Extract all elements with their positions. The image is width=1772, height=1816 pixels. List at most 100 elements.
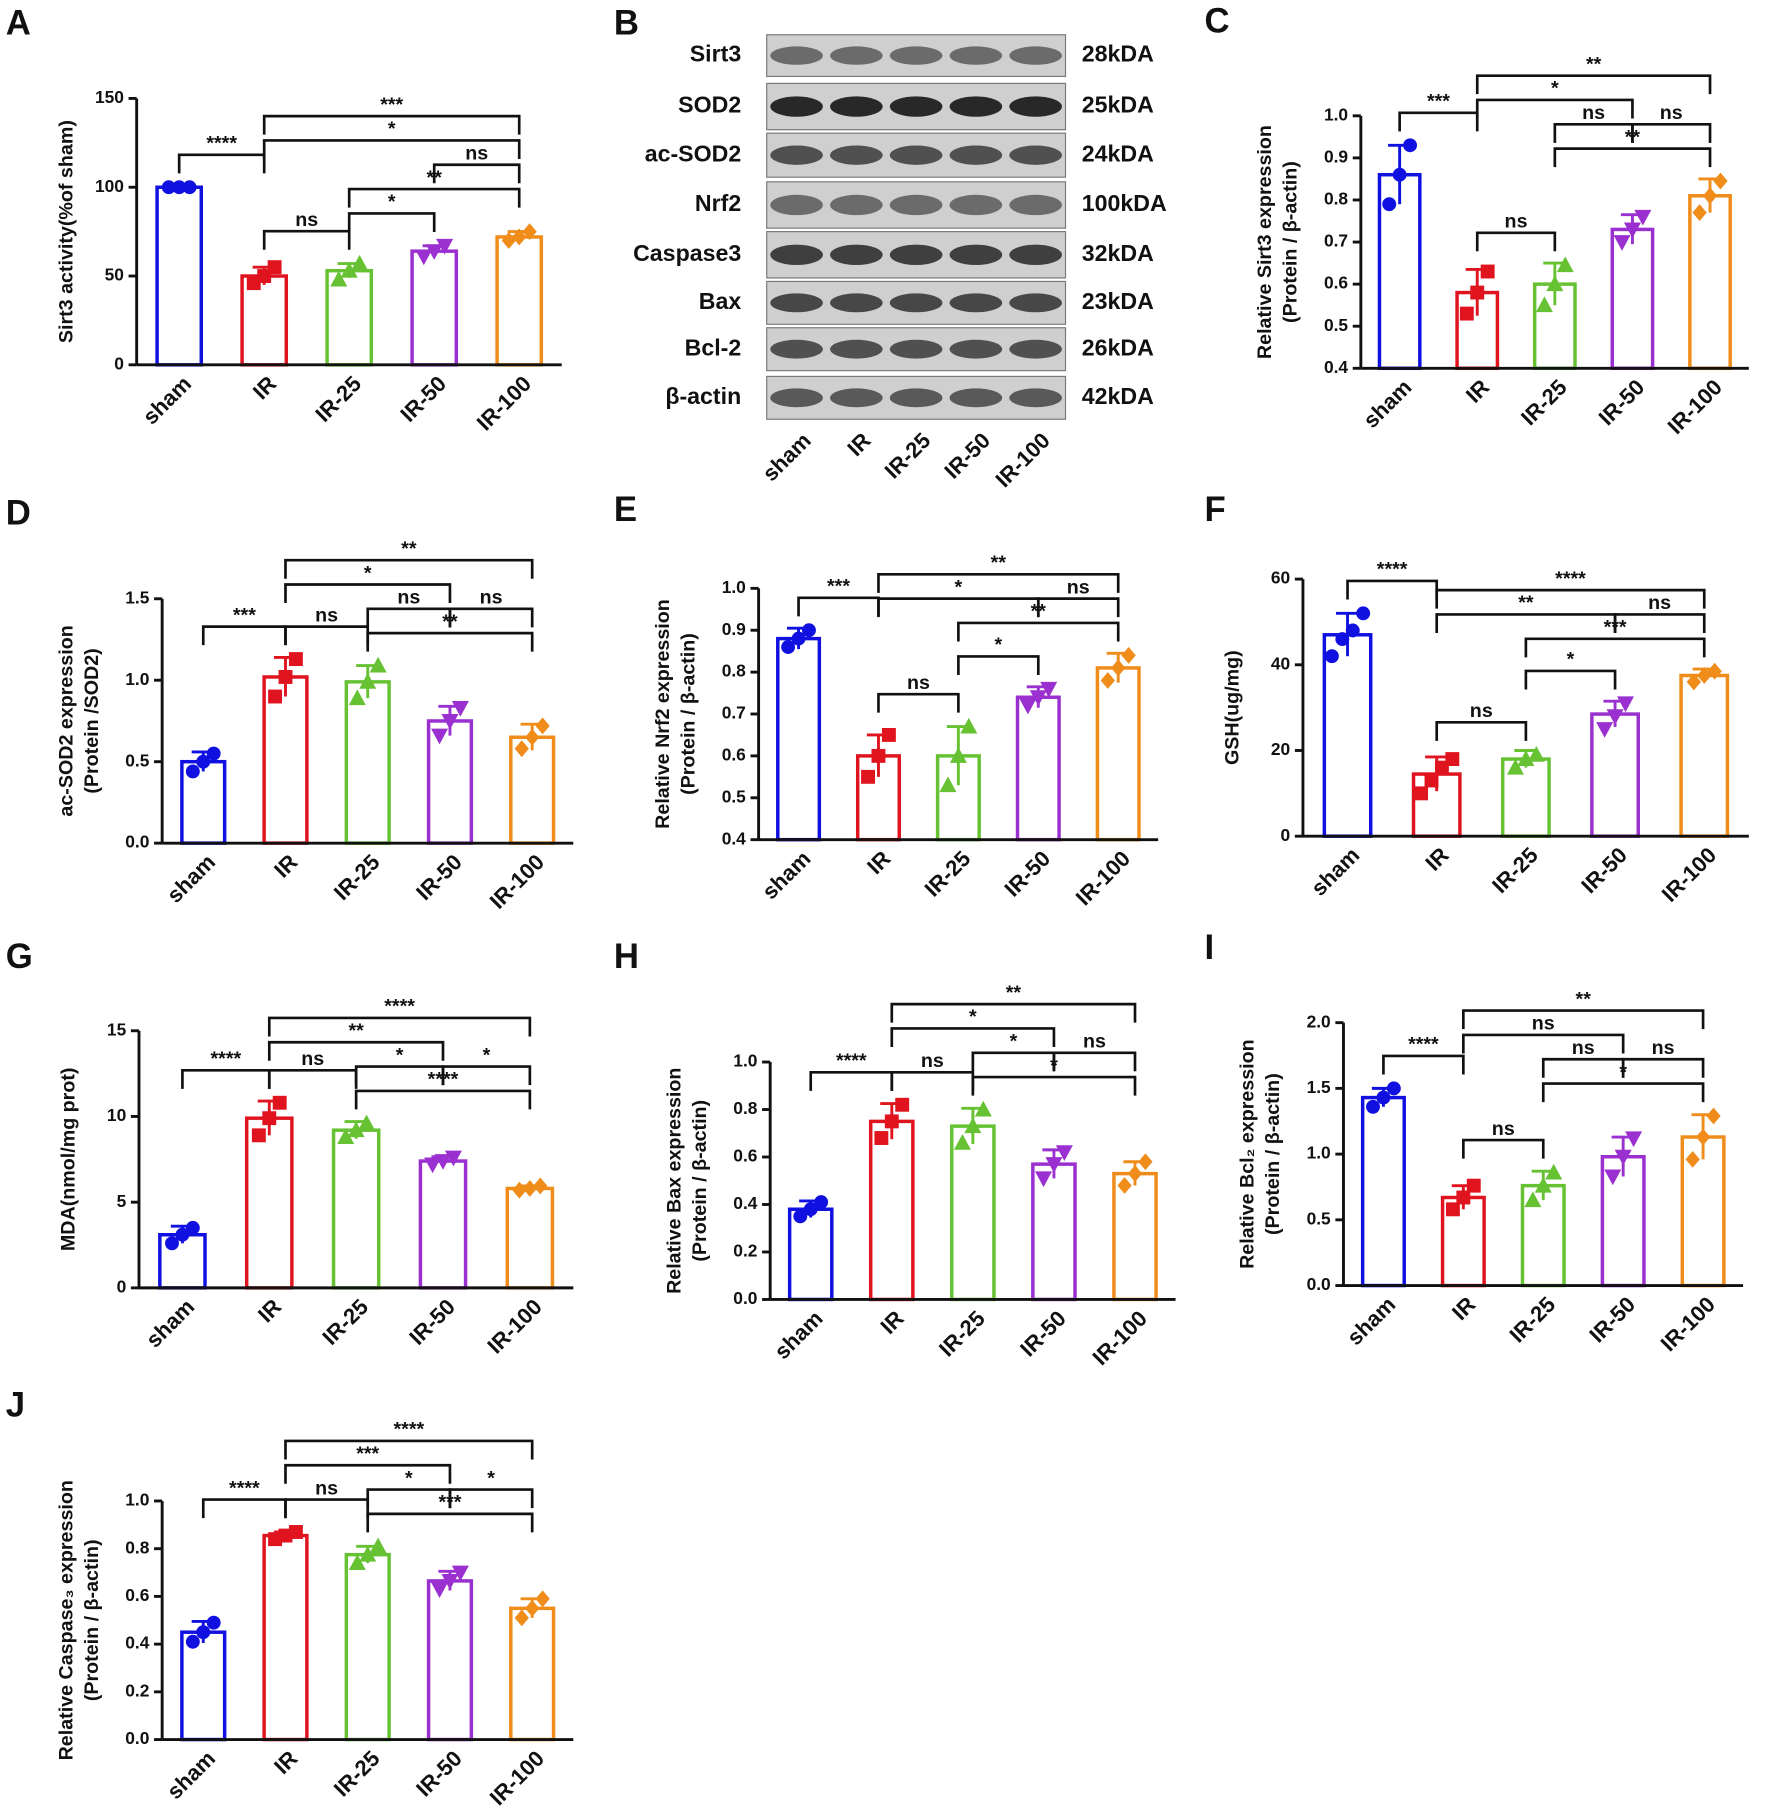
protein-label: Bax	[699, 288, 742, 314]
data-point	[1335, 632, 1350, 647]
y-axis-label: Relative Nrf2 expression	[652, 599, 674, 829]
protein-label: β-actin	[665, 383, 741, 409]
data-point	[436, 238, 454, 255]
significance-label: *	[396, 1044, 404, 1066]
y-tick-label: 1.5	[125, 587, 149, 607]
bar	[1015, 695, 1061, 842]
data-point	[535, 717, 550, 735]
significance-bracket	[262, 229, 351, 250]
y-axis-label: Relative Caspase₃ expression	[55, 1480, 77, 1760]
data-point	[881, 728, 896, 742]
data-point	[1029, 690, 1047, 706]
bar	[1455, 290, 1500, 371]
x-tick-label: IR-50	[411, 1746, 467, 1802]
x-tick-label: IR-50	[1594, 374, 1650, 430]
bar	[1112, 1171, 1158, 1302]
lane-label: IR-25	[880, 428, 936, 484]
y-tick-label: 1.5	[1307, 1077, 1331, 1097]
y-axis-label: (Protein /SOD2)	[81, 648, 103, 793]
bar-chart: I 0.0 0.5 1.0 1.5 2.0 Relative Bcl₂ expression…	[1204, 929, 1744, 1356]
blot-band	[830, 293, 883, 313]
significance-bracket	[347, 212, 436, 232]
significance-bracket	[354, 1065, 445, 1086]
data-point	[1376, 1090, 1391, 1105]
data-point	[964, 1117, 982, 1134]
data-point	[522, 223, 537, 241]
data-point	[196, 754, 211, 769]
bar	[426, 1579, 474, 1742]
significance-label: ****	[1408, 1034, 1439, 1056]
data-point	[185, 1220, 200, 1235]
blot-band	[949, 96, 1003, 117]
blot-band	[770, 388, 823, 408]
data-point	[871, 748, 886, 763]
x-tick-label: IR-100	[1088, 1306, 1152, 1370]
data-point	[1623, 222, 1641, 239]
x-tick-label: sham	[1306, 842, 1364, 900]
western-blot: B Sirt3 28kDA SOD2 25kDA ac-SOD2 24kDA Nrf2 100k…	[614, 5, 1167, 492]
significance-label: ****	[394, 1419, 425, 1441]
blot-band	[1009, 96, 1062, 117]
blot-band	[830, 388, 883, 408]
data-point	[206, 746, 221, 761]
data-point	[351, 254, 369, 271]
bar	[1322, 633, 1373, 838]
x-tick-label: sham	[141, 1294, 199, 1352]
y-tick-label: 0.7	[1324, 231, 1348, 251]
protein-label: ac-SOD2	[645, 140, 742, 166]
data-point	[1634, 209, 1652, 226]
lane-label: IR-50	[939, 428, 995, 484]
y-tick-label: 0.9	[1324, 146, 1348, 166]
x-tick-label: IR-25	[329, 1746, 385, 1802]
y-tick-label: 0.6	[1324, 273, 1348, 293]
significance-bracket	[284, 1498, 370, 1519]
significance-label: ns	[301, 1048, 324, 1070]
significance-bracket	[1524, 637, 1706, 658]
significance-label: ***	[827, 576, 850, 598]
significance-bracket	[1475, 231, 1557, 252]
significance-bracket	[1435, 613, 1617, 633]
significance-bracket	[1435, 588, 1706, 609]
data-point	[1524, 1191, 1542, 1208]
x-tick-label: IR	[862, 846, 895, 879]
blot-band	[830, 145, 883, 165]
y-tick-label: 0.0	[1307, 1274, 1331, 1294]
x-tick-label: IR	[875, 1306, 908, 1339]
significance-bracket	[1631, 122, 1712, 143]
data-point	[802, 623, 816, 638]
bar	[776, 636, 822, 842]
data-point	[939, 776, 957, 793]
significance-bracket	[448, 1488, 534, 1509]
y-tick-label: 0.5	[722, 786, 746, 806]
significance-label: ns	[480, 587, 503, 609]
significance-bracket	[432, 163, 521, 184]
significance-label: ns	[1652, 1037, 1675, 1059]
data-point	[165, 1236, 179, 1251]
bar	[155, 185, 204, 367]
significance-label: **	[401, 538, 417, 560]
blot-band	[949, 244, 1003, 265]
bar	[410, 249, 459, 367]
significance-label: *	[955, 576, 963, 598]
data-point	[185, 1634, 200, 1649]
x-tick-label: IR-100	[1663, 374, 1727, 438]
significance-bracket	[366, 631, 534, 652]
blot-band	[1009, 388, 1062, 408]
data-point	[196, 1625, 211, 1640]
bar	[509, 735, 556, 845]
x-tick-label: IR-25	[310, 371, 366, 427]
x-tick-label: IR	[1447, 1292, 1480, 1325]
x-tick-label: IR-50	[1015, 1306, 1071, 1362]
y-tick-label: 0.6	[733, 1146, 757, 1166]
x-tick-label: sham	[769, 1306, 827, 1364]
significance-label: ****	[384, 996, 415, 1018]
x-tick-label: IR-25	[1504, 1292, 1560, 1348]
size-label: 100kDA	[1082, 190, 1167, 216]
significance-label: ns	[1532, 1013, 1555, 1035]
data-point	[1445, 1202, 1460, 1217]
significance-bracket	[1346, 579, 1439, 600]
bar	[180, 1630, 227, 1742]
significance-label: ns	[1083, 1031, 1106, 1053]
panel-label: F	[1204, 491, 1225, 529]
bar-chart: D 0.0 0.5 1.0 1.5 ac-SOD2 expression (Protein …	[6, 495, 574, 914]
